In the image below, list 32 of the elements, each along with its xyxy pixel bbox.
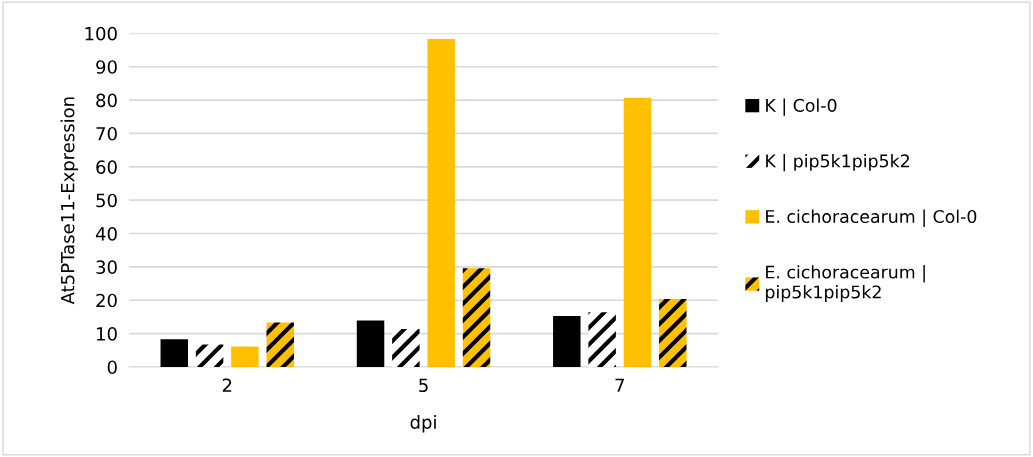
y-tick-label: 10 <box>97 327 117 341</box>
bar <box>231 346 259 367</box>
legend-label: K | pip5k1pip5k2 <box>766 153 909 172</box>
bar <box>392 328 420 367</box>
bar <box>553 315 581 367</box>
bar <box>659 298 687 367</box>
y-tick-label: 30 <box>96 260 117 274</box>
y-tick-label: 70 <box>96 126 117 141</box>
legend-label: E. cichoracearum | pip5k1pip5k2 <box>766 265 925 302</box>
y-tick-label: 40 <box>95 226 117 241</box>
y-tick-label: 80 <box>96 93 117 108</box>
x-tick-label: 5 <box>419 378 428 393</box>
y-tick-label: 90 <box>96 60 117 74</box>
y-tick-label: 0 <box>107 360 117 375</box>
x-tick-label: 7 <box>615 378 624 392</box>
bar <box>266 322 294 367</box>
y-tick-label: 20 <box>96 293 117 308</box>
bar <box>588 312 616 367</box>
bar <box>195 344 224 367</box>
legend-label: E. cichoracearum | Col-0 <box>766 209 977 227</box>
bar <box>462 268 491 367</box>
y-tick-label: 100 <box>85 26 117 41</box>
x-axis-title: dpi <box>410 415 436 433</box>
y-axis-title: At5PTase11-Expression <box>60 97 78 305</box>
bar <box>623 97 652 367</box>
legend-label: K | Col-0 <box>766 98 837 116</box>
bar <box>356 320 385 367</box>
x-tick-label: 2 <box>222 378 232 392</box>
y-tick-label: 60 <box>96 160 117 174</box>
bar <box>160 339 189 367</box>
bar <box>427 39 455 367</box>
y-tick-label: 50 <box>96 193 117 208</box>
